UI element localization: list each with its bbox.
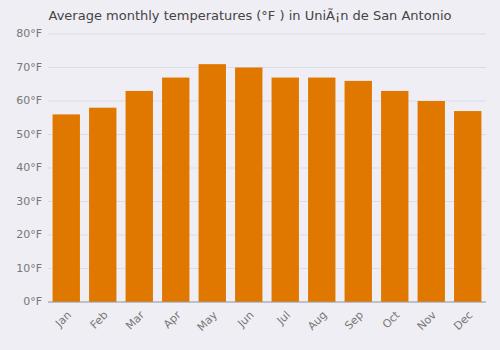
bar xyxy=(308,78,335,302)
x-tick-label: Mar xyxy=(123,308,147,332)
chart: 0°F 10°F 20°F 30°F 40°F 50°F 60°F 70°F 80°F Jan Fe… xyxy=(0,0,500,350)
bar xyxy=(89,108,116,302)
bar xyxy=(126,91,153,302)
y-tick-label: 10°F xyxy=(16,262,42,275)
bar xyxy=(381,91,408,302)
grid-line xyxy=(48,302,486,303)
y-tick-label: 30°F xyxy=(16,195,42,208)
y-tick-label: 40°F xyxy=(16,161,42,174)
x-tick-label: Feb xyxy=(88,309,111,332)
y-tick-label: 80°F xyxy=(16,27,42,40)
y-tick-label: 70°F xyxy=(16,61,42,74)
bar xyxy=(162,78,189,302)
x-axis-line xyxy=(48,302,486,303)
y-axis: 0°F 10°F 20°F 30°F 40°F 50°F 60°F 70°F 80°F xyxy=(16,27,486,308)
bars xyxy=(53,64,482,302)
y-tick-label: 50°F xyxy=(16,128,42,141)
x-tick-label: Apr xyxy=(161,308,184,331)
bar xyxy=(235,68,262,303)
y-tick-label: 20°F xyxy=(16,228,42,241)
bar xyxy=(418,101,445,302)
page: {"chart_data": {"type": "bar", "title": … xyxy=(0,0,500,350)
title: Average monthly temperatures (°F ) in Un… xyxy=(49,8,452,23)
y-tick-label: 60°F xyxy=(16,94,42,107)
bar xyxy=(199,64,226,302)
grid-line xyxy=(48,67,486,68)
x-tick-label: Jun xyxy=(234,309,256,331)
y-tick-label: 0°F xyxy=(23,295,42,308)
x-tick-label: Nov xyxy=(415,308,440,333)
x-axis: Jan Feb Mar Apr May Jun Jul Aug Sep Oct Nov Dec xyxy=(52,308,475,334)
x-tick-label: Jan xyxy=(52,309,74,331)
bar xyxy=(272,78,299,302)
bar xyxy=(454,111,481,302)
bar xyxy=(345,81,372,302)
grid-line xyxy=(48,34,486,35)
x-tick-label: May xyxy=(195,308,221,334)
x-tick-label: Dec xyxy=(451,309,475,333)
bar xyxy=(53,114,80,302)
x-tick-label: Sep xyxy=(342,309,366,333)
x-tick-label: Jul xyxy=(274,309,293,328)
x-tick-label: Aug xyxy=(305,309,329,333)
x-tick-label: Oct xyxy=(380,308,403,331)
